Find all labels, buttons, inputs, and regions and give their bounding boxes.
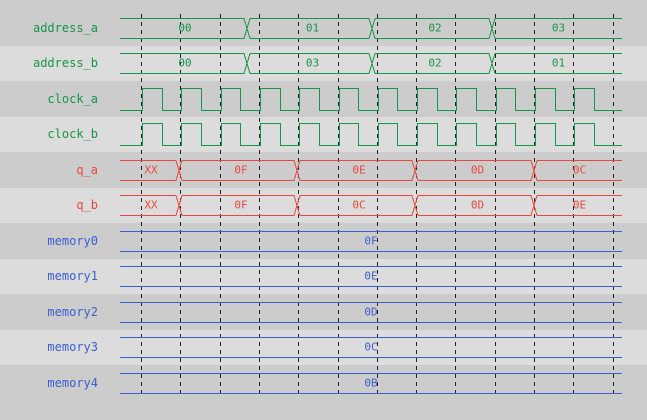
bus-value-address_b-0: 00 xyxy=(178,56,192,70)
row-band-memory4 xyxy=(0,365,647,401)
bus-value-q_b-4: 0E xyxy=(572,198,587,212)
bus-value-memory3-0: 0C xyxy=(364,340,378,354)
signal-label-memory3[interactable]: memory3 xyxy=(47,340,98,355)
signal-label-q_a[interactable]: q_a xyxy=(76,162,98,177)
bus-value-address_b-1: 03 xyxy=(305,56,320,70)
row-band-memory3 xyxy=(0,329,647,365)
signal-label-address_b[interactable]: address_b xyxy=(32,56,98,71)
row-band-memory2 xyxy=(0,294,647,330)
bus-value-memory0-0: 0F xyxy=(364,234,378,248)
bus-value-address_a-0: 00 xyxy=(178,21,192,35)
bus-value-q_b-0: XX xyxy=(144,198,158,212)
signal-label-q_b[interactable]: q_b xyxy=(76,198,98,213)
signal-label-memory2[interactable]: memory2 xyxy=(47,304,98,319)
bus-value-address_b-3: 01 xyxy=(551,56,566,70)
bus-value-q_a-2: 0E xyxy=(352,163,366,177)
signal-label-memory4[interactable]: memory4 xyxy=(47,375,98,390)
bus-value-q_a-4: 0C xyxy=(572,163,587,177)
bus-value-address_a-2: 02 xyxy=(428,21,442,35)
signal-label-memory0[interactable]: memory0 xyxy=(47,233,98,248)
bus-value-memory4-0: 0B xyxy=(364,376,378,390)
bus-value-memory1-0: 0E xyxy=(364,269,378,283)
bus-value-address_a-1: 01 xyxy=(305,21,320,35)
bus-value-address_b-2: 02 xyxy=(428,56,442,70)
bus-value-q_b-3: 0D xyxy=(470,198,485,212)
row-band-memory0 xyxy=(0,223,647,259)
bus-value-address_a-3: 03 xyxy=(551,21,566,35)
signal-label-memory1[interactable]: memory1 xyxy=(47,269,98,284)
bus-value-q_a-1: 0F xyxy=(234,163,248,177)
bus-value-q_b-1: 0F xyxy=(234,198,248,212)
row-band-memory1 xyxy=(0,258,647,294)
signal-label-address_a[interactable]: address_a xyxy=(32,20,98,35)
signal-label-clock_a[interactable]: clock_a xyxy=(47,91,98,106)
bus-value-memory2-0: 0D xyxy=(364,305,378,319)
bus-value-q_b-2: 0C xyxy=(352,198,366,212)
signal-label-clock_b[interactable]: clock_b xyxy=(47,127,98,142)
bus-value-q_a-0: XX xyxy=(144,163,158,177)
bus-value-q_a-3: 0D xyxy=(470,163,485,177)
